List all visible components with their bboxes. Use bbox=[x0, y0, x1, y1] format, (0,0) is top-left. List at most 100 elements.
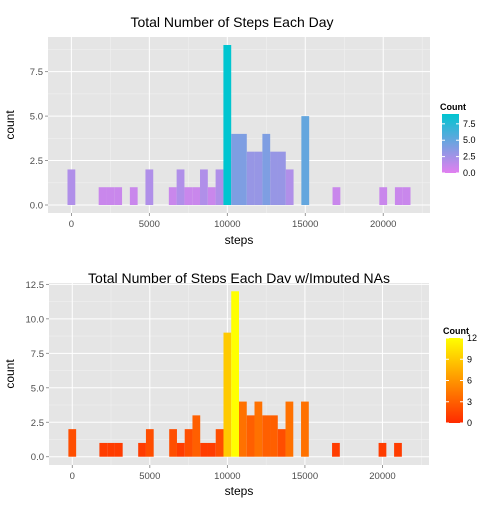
histogram-bar bbox=[184, 187, 193, 205]
legend-tick-label: 9 bbox=[467, 354, 472, 364]
histogram-bar bbox=[192, 187, 201, 205]
histogram-bar bbox=[378, 442, 387, 457]
legend-colorbar-1 bbox=[442, 114, 459, 173]
chart-title-2: Total Number of Steps Each Day w/Imputed… bbox=[88, 270, 390, 286]
histogram-bar bbox=[145, 169, 154, 205]
x-tick-label: 10000 bbox=[214, 219, 240, 230]
histogram-bar bbox=[301, 401, 309, 457]
x-tick-label: 10000 bbox=[214, 471, 240, 482]
bars-1 bbox=[67, 45, 411, 205]
y-tick-label: 2.5 bbox=[31, 418, 44, 429]
histogram-bar bbox=[270, 415, 278, 457]
y-tick-label: 7.5 bbox=[30, 67, 43, 78]
y-tick-label: 12.5 bbox=[26, 280, 45, 291]
legend-tick-label: 5.0 bbox=[463, 135, 476, 145]
legend-tick-label: 0.0 bbox=[463, 168, 476, 178]
histogram-bar bbox=[168, 187, 177, 205]
legend-tick-label: 2.5 bbox=[463, 152, 476, 162]
y-axis-label-2: count bbox=[3, 359, 17, 389]
x-ticks-1: 0 5000 10000 15000 20000 bbox=[69, 213, 396, 230]
legend-tick-label: 12 bbox=[467, 333, 477, 343]
x-ticks-2: 0 5000 10000 15000 20000 bbox=[70, 465, 396, 482]
x-tick-label: 20000 bbox=[369, 471, 395, 482]
legend-colorbar-2 bbox=[446, 338, 463, 423]
histogram-bar bbox=[215, 429, 224, 457]
histogram-bar bbox=[379, 187, 388, 205]
y-ticks-1: 0.0 2.5 5.0 7.5 bbox=[30, 67, 48, 212]
histogram-bar bbox=[332, 187, 341, 205]
x-axis-label-2: steps bbox=[225, 484, 254, 498]
histogram-bar bbox=[106, 187, 115, 205]
histogram-bar bbox=[98, 187, 107, 205]
histogram-bar bbox=[285, 169, 294, 205]
histogram-bar bbox=[114, 442, 123, 457]
histogram-bar bbox=[184, 429, 193, 457]
histogram-bar bbox=[99, 442, 108, 457]
y-ticks-2: 0.0 2.5 5.0 7.5 10.0 12.5 bbox=[26, 280, 49, 463]
y-tick-label: 10.0 bbox=[26, 314, 45, 325]
x-tick-label: 15000 bbox=[292, 471, 318, 482]
histogram-bar bbox=[169, 429, 177, 457]
histogram-bar bbox=[176, 169, 185, 205]
x-tick-label: 0 bbox=[70, 471, 75, 482]
histogram-bar bbox=[129, 187, 138, 205]
chart-title-1: Total Number of Steps Each Day bbox=[130, 14, 333, 30]
x-tick-label: 20000 bbox=[370, 219, 396, 230]
histogram-bar bbox=[394, 442, 402, 457]
histogram-bar bbox=[176, 442, 185, 457]
histogram-bar bbox=[277, 151, 286, 205]
histogram-panel-2: Total Number of Steps Each Day w/Imputed… bbox=[3, 270, 477, 498]
histogram-bar bbox=[402, 187, 411, 205]
y-tick-label: 0.0 bbox=[30, 201, 43, 212]
x-tick-label: 5000 bbox=[139, 219, 160, 230]
histogram-bar bbox=[246, 151, 255, 205]
legend-1: Count 0.0 2.5 5.0 7.5 bbox=[440, 102, 476, 178]
histogram-bar bbox=[114, 187, 123, 205]
histogram-bar bbox=[262, 133, 271, 205]
legend-title-2: Count bbox=[443, 326, 469, 336]
histogram-bar bbox=[207, 442, 216, 457]
y-tick-label: 5.0 bbox=[30, 112, 43, 123]
histogram-bar bbox=[239, 401, 247, 457]
histogram-bar bbox=[200, 442, 208, 457]
histogram-bar bbox=[192, 415, 201, 457]
x-tick-label: 0 bbox=[69, 219, 74, 230]
y-tick-label: 7.5 bbox=[31, 349, 44, 360]
legend-ticks-1: 0.0 2.5 5.0 7.5 bbox=[442, 119, 476, 178]
histogram-panel-1: Total Number of Steps Each Day 0 5000 1000… bbox=[3, 14, 476, 247]
legend-tick-label: 6 bbox=[467, 376, 472, 386]
y-tick-label: 0.0 bbox=[31, 452, 44, 463]
y-tick-label: 2.5 bbox=[30, 156, 43, 167]
histogram-bar bbox=[231, 133, 239, 205]
histogram-bar bbox=[246, 415, 255, 457]
y-axis-label-1: count bbox=[3, 110, 17, 140]
histogram-bar bbox=[262, 415, 271, 457]
histogram-bar bbox=[270, 151, 278, 205]
histogram-bar bbox=[239, 133, 247, 205]
legend-tick-label: 7.5 bbox=[463, 119, 476, 129]
legend-title-1: Count bbox=[440, 102, 466, 112]
histogram-bar bbox=[207, 187, 216, 205]
histogram-bar bbox=[107, 442, 115, 457]
x-tick-label: 5000 bbox=[139, 471, 160, 482]
histogram-bar bbox=[138, 442, 146, 457]
histogram-bar bbox=[223, 332, 232, 457]
histogram-bar bbox=[68, 429, 77, 457]
histogram-bar bbox=[254, 151, 263, 205]
histogram-bar bbox=[215, 169, 224, 205]
histogram-bar bbox=[231, 291, 239, 457]
legend-tick-label: 3 bbox=[467, 397, 472, 407]
histogram-bar bbox=[394, 187, 403, 205]
x-axis-label-1: steps bbox=[225, 233, 254, 247]
x-tick-label: 15000 bbox=[292, 219, 318, 230]
y-tick-label: 5.0 bbox=[31, 383, 44, 394]
histogram-bar bbox=[285, 401, 294, 457]
histogram-bar bbox=[223, 45, 232, 205]
legend-tick-label: 0 bbox=[467, 418, 472, 428]
histogram-bar bbox=[145, 429, 154, 457]
legend-2: Count 0 3 6 9 12 bbox=[443, 326, 477, 428]
histogram-bar bbox=[200, 169, 208, 205]
histogram-bar bbox=[67, 169, 76, 205]
